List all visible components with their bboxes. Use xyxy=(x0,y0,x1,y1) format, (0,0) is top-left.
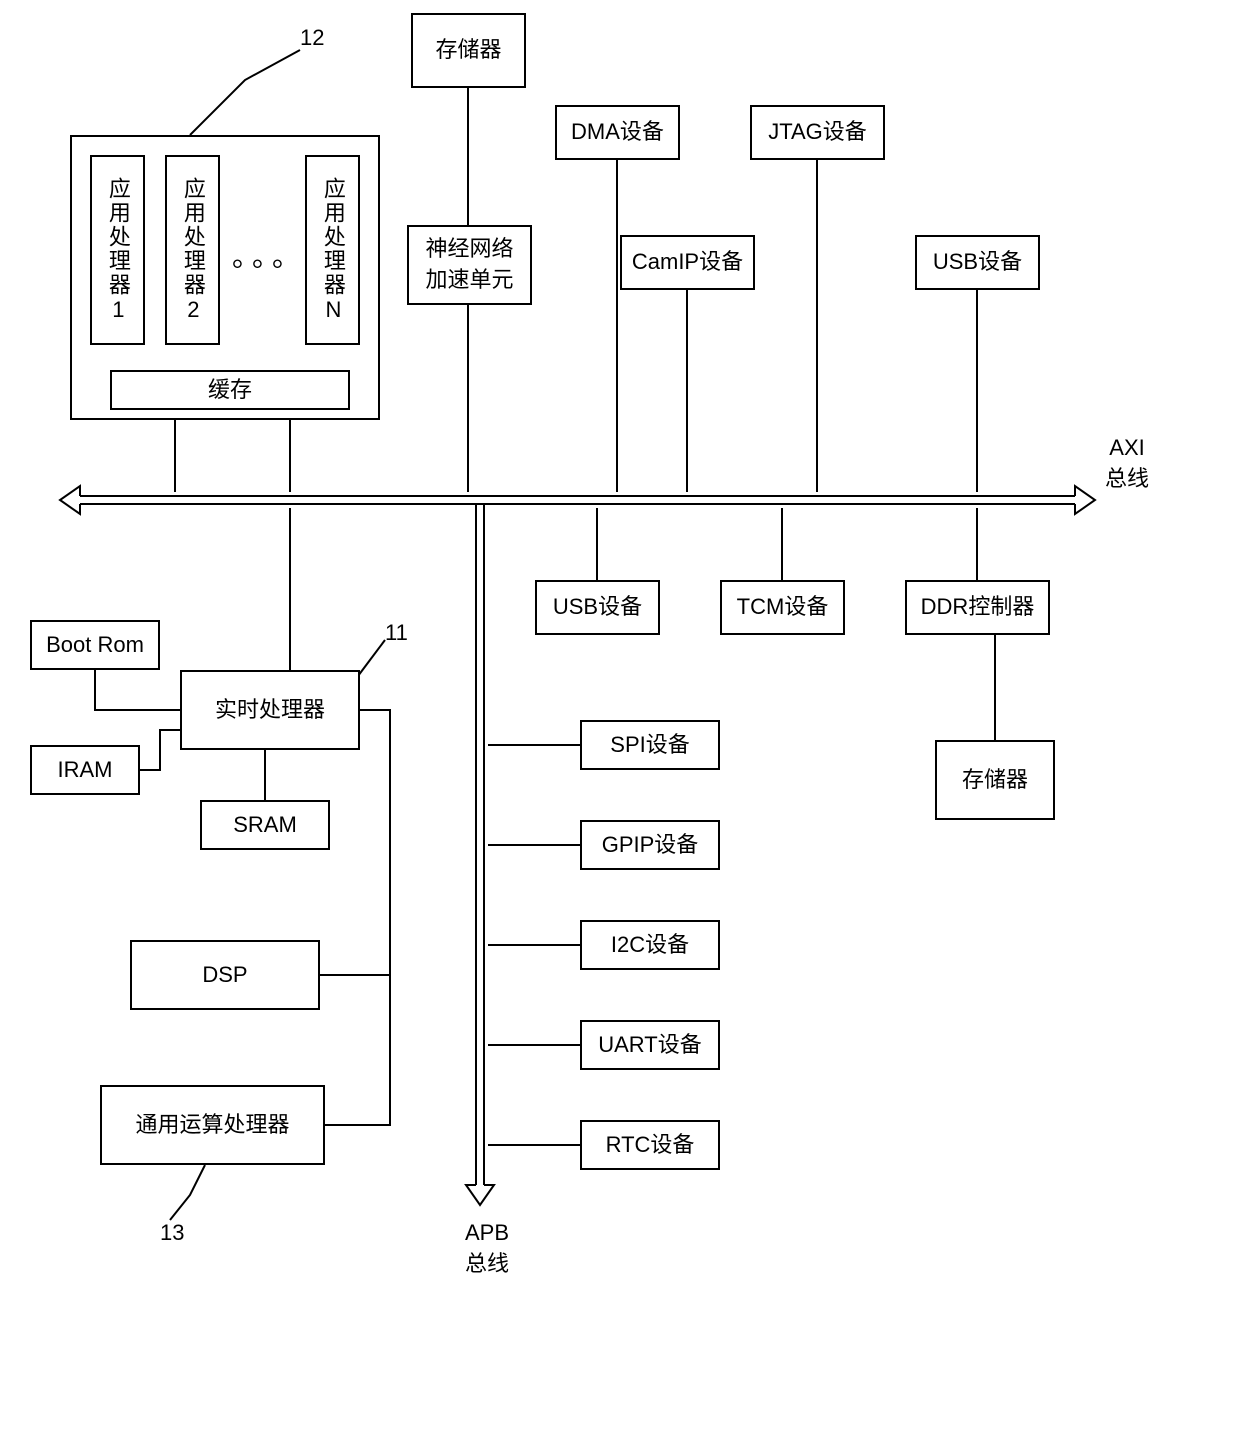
node-nn_accel: 神经网络 加速单元 xyxy=(407,225,532,305)
node-label-cache: 缓存 xyxy=(208,375,252,406)
node-ap2: 应用处理器2 xyxy=(165,155,220,345)
node-ap1: 应用处理器1 xyxy=(90,155,145,345)
node-label-boot_rom: Boot Rom xyxy=(46,630,144,661)
node-spi: SPI设备 xyxy=(580,720,720,770)
node-label-apN: 应用处理器N xyxy=(317,177,348,324)
node-uart: UART设备 xyxy=(580,1020,720,1070)
node-label-mem_bot: 存储器 xyxy=(962,765,1028,796)
node-label-ddr: DDR控制器 xyxy=(921,592,1035,623)
node-label-i2c: I2C设备 xyxy=(611,930,689,961)
edge-bootrom_to_rt xyxy=(95,670,180,710)
node-apN: 应用处理器N xyxy=(305,155,360,345)
node-label-spi: SPI设备 xyxy=(610,730,689,761)
node-label-gpip: GPIP设备 xyxy=(602,830,699,861)
node-label-sram: SRAM xyxy=(233,810,297,841)
axi-arrow-right xyxy=(1075,486,1095,514)
node-label-uart: UART设备 xyxy=(598,1030,702,1061)
label-apb_bus: APB 总线 xyxy=(465,1220,509,1278)
node-memory_top: 存储器 xyxy=(411,13,526,88)
node-label-gp_proc: 通用运算处理器 xyxy=(135,1110,289,1141)
label-ref_11: 11 xyxy=(385,620,408,646)
node-rtc: RTC设备 xyxy=(580,1120,720,1170)
node-label-jtag: JTAG设备 xyxy=(768,117,867,148)
edge-iram_to_rt xyxy=(140,730,180,770)
node-label-iram: IRAM xyxy=(58,755,113,786)
node-label-rtc: RTC设备 xyxy=(606,1130,695,1161)
node-label-nn_accel: 神经网络 加速单元 xyxy=(413,234,526,296)
node-label-dsp: DSP xyxy=(202,960,247,991)
node-usb_bot: USB设备 xyxy=(535,580,660,635)
node-sram: SRAM xyxy=(200,800,330,850)
callout-2 xyxy=(170,1165,205,1220)
node-usb_top: USB设备 xyxy=(915,235,1040,290)
node-ddr: DDR控制器 xyxy=(905,580,1050,635)
node-label-memory_top: 存储器 xyxy=(435,35,501,66)
node-iram: IRAM xyxy=(30,745,140,795)
node-label-ap1: 应用处理器1 xyxy=(102,177,133,324)
node-i2c: I2C设备 xyxy=(580,920,720,970)
node-gp_proc: 通用运算处理器 xyxy=(100,1085,325,1165)
node-boot_rom: Boot Rom xyxy=(30,620,160,670)
node-label-usb_bot: USB设备 xyxy=(553,592,642,623)
node-jtag: JTAG设备 xyxy=(750,105,885,160)
label-dots: 。。。 xyxy=(232,235,306,275)
node-camip: CamIP设备 xyxy=(620,235,755,290)
node-dma: DMA设备 xyxy=(555,105,680,160)
node-cache: 缓存 xyxy=(110,370,350,410)
node-label-tcm: TCM设备 xyxy=(737,592,829,623)
edge-rt_to_dsp_gp_trunk xyxy=(325,710,390,1125)
callout-0 xyxy=(190,50,300,135)
node-gpip: GPIP设备 xyxy=(580,820,720,870)
node-tcm: TCM设备 xyxy=(720,580,845,635)
axi-arrow-left xyxy=(60,486,80,514)
node-rt_proc: 实时处理器 xyxy=(180,670,360,750)
node-label-dma: DMA设备 xyxy=(571,117,664,148)
node-label-usb_top: USB设备 xyxy=(933,247,1022,278)
label-ref_12: 12 xyxy=(300,25,324,51)
label-axi_bus: AXI 总线 xyxy=(1105,435,1149,493)
node-label-ap2: 应用处理器2 xyxy=(177,177,208,324)
node-label-rt_proc: 实时处理器 xyxy=(215,695,325,726)
apb-arrow-bottom xyxy=(466,1185,494,1205)
node-mem_bot: 存储器 xyxy=(935,740,1055,820)
label-ref_13: 13 xyxy=(160,1220,184,1246)
node-label-camip: CamIP设备 xyxy=(632,247,743,278)
node-dsp: DSP xyxy=(130,940,320,1010)
